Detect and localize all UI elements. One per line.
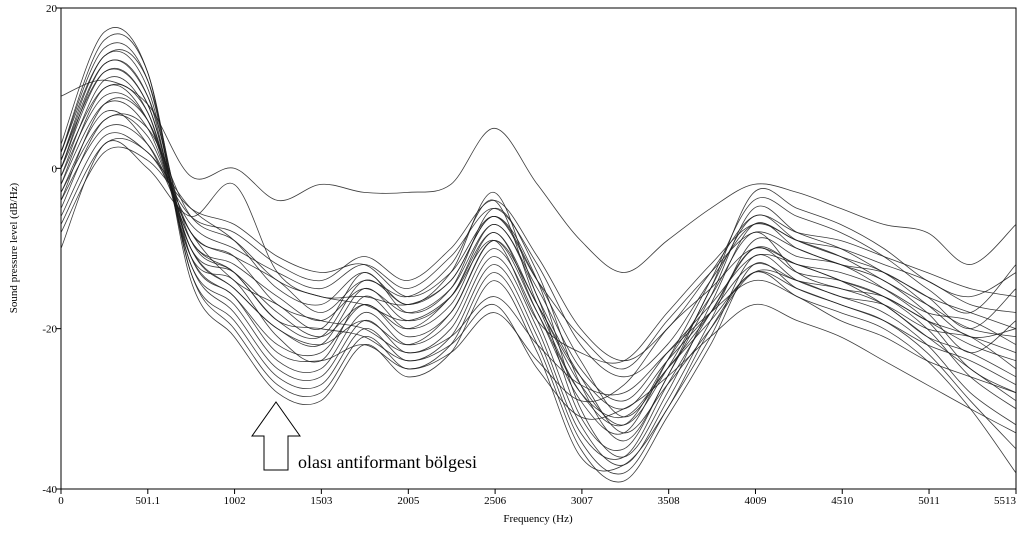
spectrum-line-22	[60, 49, 1017, 403]
antiformant-annotation: olası antiformant bölgesi	[251, 401, 477, 472]
spectrum-line-14	[60, 27, 1017, 474]
x-tick-label: 4510	[831, 495, 854, 507]
x-axis-title: Frequency (Hz)	[503, 513, 573, 525]
x-tick-label: 1503	[310, 495, 333, 507]
spectrum-line-6	[60, 100, 1017, 458]
spectrum-line-21	[60, 113, 1017, 364]
x-tick-label: 3007	[571, 495, 594, 507]
spectrum-line-15	[60, 124, 1017, 378]
plot-frame	[60, 7, 1017, 490]
x-axis-ticks: 0 501.1 1002 1503 2005 2506 3007 3508 4009 4510 50…	[58, 489, 1017, 507]
spectrum-line-8	[60, 76, 1017, 435]
y-tick-label: -40	[42, 484, 57, 496]
y-tick-label: 20	[46, 3, 58, 15]
x-tick-label: 5011	[918, 495, 940, 507]
spectrum-curves	[60, 27, 1017, 483]
x-tick-label: 5513	[994, 495, 1017, 507]
y-axis-title: Sound pressure level (dB/Hz)	[8, 182, 20, 313]
x-tick-label: 501.1	[135, 495, 160, 507]
spectrum-line-1	[60, 79, 1017, 273]
spectrum-line-18	[60, 83, 1017, 410]
spectrum-line-10	[60, 59, 1017, 466]
x-tick-label: 2506	[484, 495, 507, 507]
x-tick-label: 0	[58, 495, 64, 507]
spectrum-line-24	[60, 59, 1017, 434]
x-tick-label: 1002	[224, 495, 246, 507]
spectrum-line-16	[60, 137, 1017, 362]
x-tick-label: 4009	[744, 495, 767, 507]
spectrum-line-19	[60, 68, 1017, 419]
spectrum-line-9	[60, 67, 1017, 426]
spectrum-line-23	[60, 97, 1017, 396]
spectrum-line-2	[60, 140, 1017, 418]
y-tick-label: -20	[42, 324, 57, 336]
spectrum-line-4	[60, 114, 1017, 427]
x-tick-label: 2005	[397, 495, 420, 507]
annotation-label: olası antiformant bölgesi	[298, 452, 477, 472]
y-axis-ticks: 20 0 -20 -40	[42, 3, 61, 496]
spectrum-line-20	[60, 146, 1017, 370]
y-tick-label: 0	[52, 163, 58, 175]
up-arrow-icon	[251, 401, 301, 471]
x-tick-label: 3508	[658, 495, 681, 507]
